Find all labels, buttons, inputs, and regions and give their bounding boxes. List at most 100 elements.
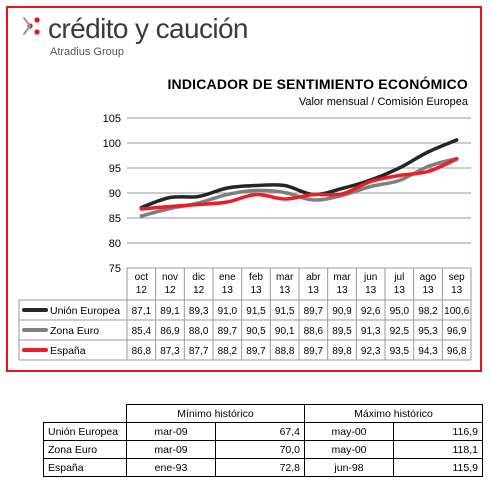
chart-frame xyxy=(6,6,482,372)
data-table-value: 88,2 xyxy=(218,346,238,357)
x-tick-label-month: nov xyxy=(162,272,178,283)
data-table-value: 86,9 xyxy=(160,326,180,337)
series-line xyxy=(139,138,459,210)
data-table-value: 89,7 xyxy=(304,306,324,317)
x-tick-label-year: 13 xyxy=(394,285,406,296)
historic-header-max: Máximo histórico xyxy=(304,404,483,423)
x-tick-label-year: 13 xyxy=(222,285,234,296)
data-table-value: 89,7 xyxy=(246,346,266,357)
historic-header-row: Mínimo histórico Máximo histórico xyxy=(44,404,483,423)
data-table-value: 89,5 xyxy=(332,326,352,337)
chart-title: INDICADOR DE SENTIMIENTO ECONÓMICO xyxy=(167,76,468,92)
data-table-value: 87,1 xyxy=(132,306,152,317)
data-table-value: 95,3 xyxy=(418,326,438,337)
brand-logo-icon xyxy=(23,17,40,35)
data-table-value: 96,9 xyxy=(447,326,467,337)
table-row: Unión Europea mar-09 67,4 may-00 116,9 xyxy=(43,422,483,441)
x-tick-label-month: feb xyxy=(249,272,263,283)
x-tick-label-year: 13 xyxy=(422,285,434,296)
y-tick-label: 80 xyxy=(109,238,121,250)
y-tick-label: 90 xyxy=(109,188,121,200)
historic-min-date: mar-09 xyxy=(126,440,216,459)
data-table-value: 91,3 xyxy=(361,326,381,337)
data-table-value: 85,4 xyxy=(132,326,152,337)
historic-min-date: ene-93 xyxy=(126,458,216,477)
data-table-value: 88,6 xyxy=(304,326,324,337)
historic-max-date: jun-98 xyxy=(304,458,394,477)
data-table-value: 92,6 xyxy=(361,306,381,317)
historic-min-value: 70,0 xyxy=(215,440,305,459)
x-tick-label-month: oct xyxy=(135,272,149,283)
data-table-value: 90,1 xyxy=(275,326,295,337)
historic-max-date: may-00 xyxy=(304,422,394,441)
data-table-value: 94,3 xyxy=(418,346,438,357)
x-tick-label-month: dic xyxy=(192,272,205,283)
historic-table: Mínimo histórico Máximo histórico Unión … xyxy=(43,404,483,477)
data-table-value: 89,1 xyxy=(160,306,180,317)
data-table-value: 96,8 xyxy=(447,346,467,357)
data-table-value: 93,5 xyxy=(390,346,410,357)
x-tick-label-year: 13 xyxy=(336,285,348,296)
data-table-value: 98,2 xyxy=(418,306,438,317)
data-table-value: 89,7 xyxy=(304,346,324,357)
x-tick-label-year: 12 xyxy=(136,285,148,296)
legend-label: Unión Europea xyxy=(50,305,120,317)
data-table-value: 95,0 xyxy=(390,306,410,317)
historic-max-date: may-00 xyxy=(304,440,394,459)
series-line xyxy=(139,157,459,211)
data-table-value: 91,5 xyxy=(275,306,295,317)
y-tick-label: 105 xyxy=(103,113,121,125)
brand-name: crédito y caución xyxy=(48,13,249,44)
x-tick-label-month: abr xyxy=(306,272,321,283)
data-table-value: 92,3 xyxy=(361,346,381,357)
historic-row-name: Unión Europea xyxy=(43,422,127,441)
historic-row-name: España xyxy=(43,458,127,477)
y-tick-label: 95 xyxy=(109,163,121,175)
data-table-value: 86,8 xyxy=(132,346,152,357)
data-table-value: 89,7 xyxy=(218,326,238,337)
data-table-value: 100,6 xyxy=(444,306,469,317)
x-tick-label-month: mar xyxy=(333,272,351,283)
x-tick-label-year: 13 xyxy=(279,285,291,296)
historic-header-blank xyxy=(44,405,127,423)
table-row: Zona Euro mar-09 70,0 may-00 118,1 xyxy=(43,440,483,459)
data-table-value: 87,7 xyxy=(189,346,209,357)
x-tick-label-month: ago xyxy=(420,272,437,283)
data-table-value: 88,0 xyxy=(189,326,209,337)
table-row: España ene-93 72,8 jun-98 115,9 xyxy=(43,458,483,477)
chart-plot: 75 80 85 90 95 100 105 oct 12 nov 12 dic 12 ene 13 feb 1… xyxy=(18,113,472,361)
x-tick-label-year: 13 xyxy=(365,285,377,296)
historic-max-value: 118,1 xyxy=(393,440,483,459)
historic-min-date: mar-09 xyxy=(126,422,216,441)
historic-min-value: 72,8 xyxy=(215,458,305,477)
data-table-value: 90,5 xyxy=(246,326,266,337)
x-tick-label-month: mar xyxy=(276,272,294,283)
legend-label: Zona Euro xyxy=(50,325,99,337)
historic-max-value: 116,9 xyxy=(393,422,483,441)
x-tick-label-year: 13 xyxy=(250,285,262,296)
historic-max-value: 115,9 xyxy=(393,458,483,477)
y-tick-label: 100 xyxy=(103,138,121,150)
chart-subtitle: Valor mensual / Comisión Europea xyxy=(298,96,468,108)
legend-label: España xyxy=(50,345,86,357)
data-table-value: 89,3 xyxy=(189,306,209,317)
historic-row-name: Zona Euro xyxy=(43,440,127,459)
brand-subtitle: Atradius Group xyxy=(50,46,124,58)
data-table-value: 87,3 xyxy=(160,346,180,357)
x-tick-label-month: jul xyxy=(393,272,404,283)
historic-min-value: 67,4 xyxy=(215,422,305,441)
x-tick-label-year: 12 xyxy=(164,285,176,296)
x-tick-label-year: 13 xyxy=(308,285,320,296)
historic-header-min: Mínimo histórico xyxy=(126,404,305,423)
data-table-value: 92,5 xyxy=(390,326,410,337)
y-tick-label: 85 xyxy=(109,213,121,225)
x-tick-label-year: 13 xyxy=(451,285,463,296)
x-tick-label-month: sep xyxy=(449,272,466,283)
data-table-value: 88,8 xyxy=(275,346,295,357)
data-table-value: 91,0 xyxy=(218,306,238,317)
y-tick-label: 75 xyxy=(109,263,121,275)
x-tick-label-month: ene xyxy=(219,272,236,283)
x-tick-label-month: jun xyxy=(363,272,377,283)
data-table-value: 91,5 xyxy=(246,306,266,317)
data-table-value: 90,9 xyxy=(332,306,352,317)
